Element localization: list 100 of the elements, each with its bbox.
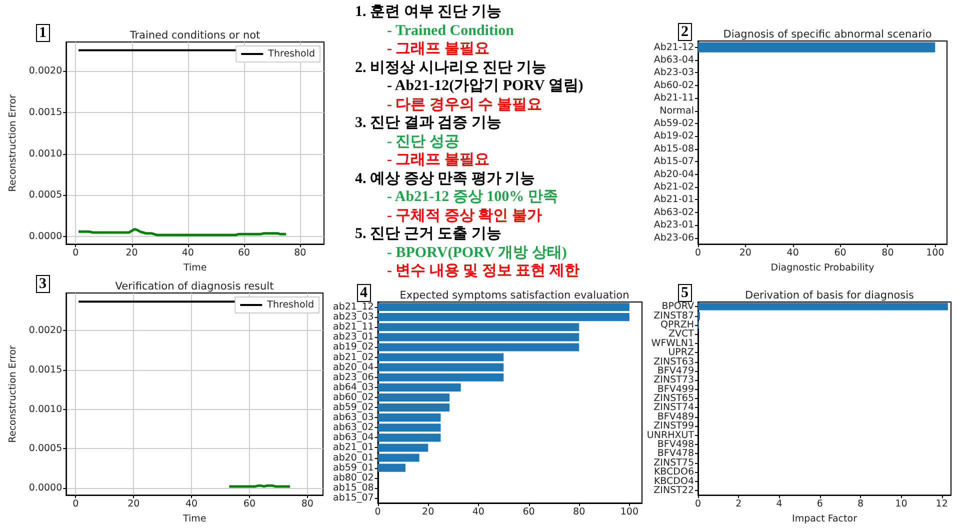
x-tick-label: 40: [185, 498, 198, 510]
y-tick-label: ab21_12: [332, 302, 374, 313]
x-tick-label: 40: [472, 506, 484, 518]
text: 4. 예상 증상 만족 평가 기능: [355, 170, 536, 188]
bar: [378, 313, 630, 322]
text: - 구체적 증상 확인 불가: [386, 206, 543, 225]
x-tick-label: 6: [816, 498, 823, 510]
x-tick-label: 60: [522, 506, 535, 518]
y-tick-label: ZINST22: [654, 485, 694, 496]
y-tick-label: ZINST63: [654, 356, 694, 368]
y-tick-label: ab59_01: [332, 462, 374, 474]
y-tick-label: BFV478: [657, 448, 694, 460]
legend-label: Threshold: [267, 48, 316, 60]
y-tick-label: WFWLN1: [651, 338, 694, 349]
chart-title: Trained conditions or not: [128, 30, 260, 42]
y-tick-label: 0.0015: [28, 106, 62, 118]
bar: [378, 424, 441, 432]
text: 2. 비정상 시나리오 진단 기능: [355, 58, 548, 77]
y-tick-label: KBCDO4: [654, 476, 694, 487]
y-tick-label: 0.0020: [28, 325, 62, 336]
y-tick-label: ab59_02: [332, 402, 374, 414]
y-tick-label: Ab23-06: [654, 232, 694, 244]
y-tick-label: Ab21-01: [654, 194, 694, 206]
text: - 그래프 불필요: [386, 151, 490, 170]
text: - Ab21-12(가압기 PORV 열림): [386, 77, 584, 96]
y-tick-label: Normal: [660, 105, 694, 116]
y-tick-label: Ab20-04: [654, 168, 694, 180]
bar: [378, 333, 580, 342]
legend-label: Threshold: [266, 300, 314, 310]
x-tick-label: 0: [694, 248, 702, 259]
x-axis-title: Time: [182, 514, 206, 524]
text: 5: [678, 284, 692, 302]
y-tick-label: ab21_11: [332, 322, 374, 333]
y-tick-label: ZINST65: [654, 393, 694, 404]
x-tick-label: 40: [182, 248, 194, 259]
y-tick-label: ZINST73: [654, 374, 694, 386]
x-tick-label: 12: [936, 498, 948, 510]
y-tick-label: BFV479: [657, 365, 694, 376]
y-tick-label: ab23_03: [332, 312, 374, 323]
x-tick-label: 8: [858, 498, 864, 510]
x-tick-label: 20: [739, 248, 752, 259]
y-tick-label: ab19_02: [332, 342, 374, 353]
chart-title: Derivation of basis for diagnosis: [744, 290, 914, 302]
x-tick-label: 4: [776, 498, 782, 510]
x-tick-label: 60: [238, 248, 250, 259]
y-tick-label: ab64_03: [332, 382, 374, 393]
x-tick-label: 80: [573, 506, 586, 518]
y-tick-label: UNRHXUT: [646, 430, 694, 441]
x-tick-label: 0: [72, 248, 79, 259]
x-tick-label: 10: [895, 498, 908, 510]
x-tick-label: 80: [294, 248, 306, 259]
y-tick-label: ZINST87: [654, 310, 694, 322]
text: 5. 진단 근거 도출 기능: [355, 225, 502, 244]
y-tick-label: Ab23-03: [654, 67, 694, 78]
x-tick-label: 20: [128, 498, 140, 510]
y-tick-label: ab63_04: [332, 432, 374, 444]
y-tick-label: ZVCT: [668, 328, 694, 340]
x-tick-label: 100: [620, 506, 638, 518]
y-tick-label: 0.0010: [28, 148, 62, 160]
y-tick-label: ab21_01: [332, 442, 374, 454]
x-tick-label: 60: [834, 248, 846, 259]
text: - 다른 경우의 수 불필요: [386, 96, 543, 114]
text: 1: [36, 24, 50, 42]
text: - 변수 내용 및 정보 표현 제한: [386, 262, 580, 280]
y-tick-label: Ab63-02: [654, 206, 694, 218]
y-tick-label: KBCDO6: [654, 466, 694, 478]
x-tick-label: 20: [422, 506, 434, 518]
bar: [378, 343, 580, 352]
y-tick-label: 0.0005: [28, 443, 62, 454]
y-tick-label: ab60_02: [332, 392, 374, 403]
y-tick-label: 0.0020: [28, 65, 62, 76]
x-axis-title: Impact Factor: [792, 514, 858, 524]
x-tick-label: 80: [882, 248, 894, 259]
bar: [378, 454, 420, 462]
text: 4: [357, 284, 370, 302]
x-tick-label: 20: [126, 248, 138, 259]
y-tick-label: BFV499: [657, 384, 694, 395]
y-tick-label: ab63_02: [332, 422, 374, 434]
x-tick-label: 80: [301, 498, 314, 510]
y-tick-label: ab20_01: [332, 452, 374, 464]
text: 1. 훈련 여부 진단 기능: [355, 3, 502, 22]
x-tick-label: 60: [243, 498, 256, 510]
chart-title: Expected symptoms satisfaction evaluation: [400, 290, 630, 302]
y-tick-label: Ab63-04: [654, 54, 694, 66]
y-tick-label: Ab15-07: [654, 156, 694, 168]
y-tick-label: ZINST75: [654, 457, 694, 468]
y-axis-title: Reconstruction Error: [8, 345, 18, 443]
text: 2: [678, 23, 692, 41]
y-tick-label: Ab60-02: [654, 80, 694, 91]
bar: [378, 393, 450, 402]
y-axis-title: Reconstruction Error: [8, 94, 18, 192]
bar: [378, 363, 504, 372]
text: 3. 진단 결과 검증 기능: [355, 114, 502, 132]
y-tick-label: 0.0015: [28, 364, 62, 376]
y-tick-label: ab23_01: [332, 332, 374, 343]
text: - 그래프 불필요: [386, 40, 490, 58]
y-tick-label: ZINST74: [654, 402, 694, 414]
chart-title: Diagnosis of specific abnormal scenario: [723, 28, 932, 40]
y-tick-label: BFV498: [657, 439, 694, 450]
y-tick-label: Ab23-01: [654, 220, 694, 231]
